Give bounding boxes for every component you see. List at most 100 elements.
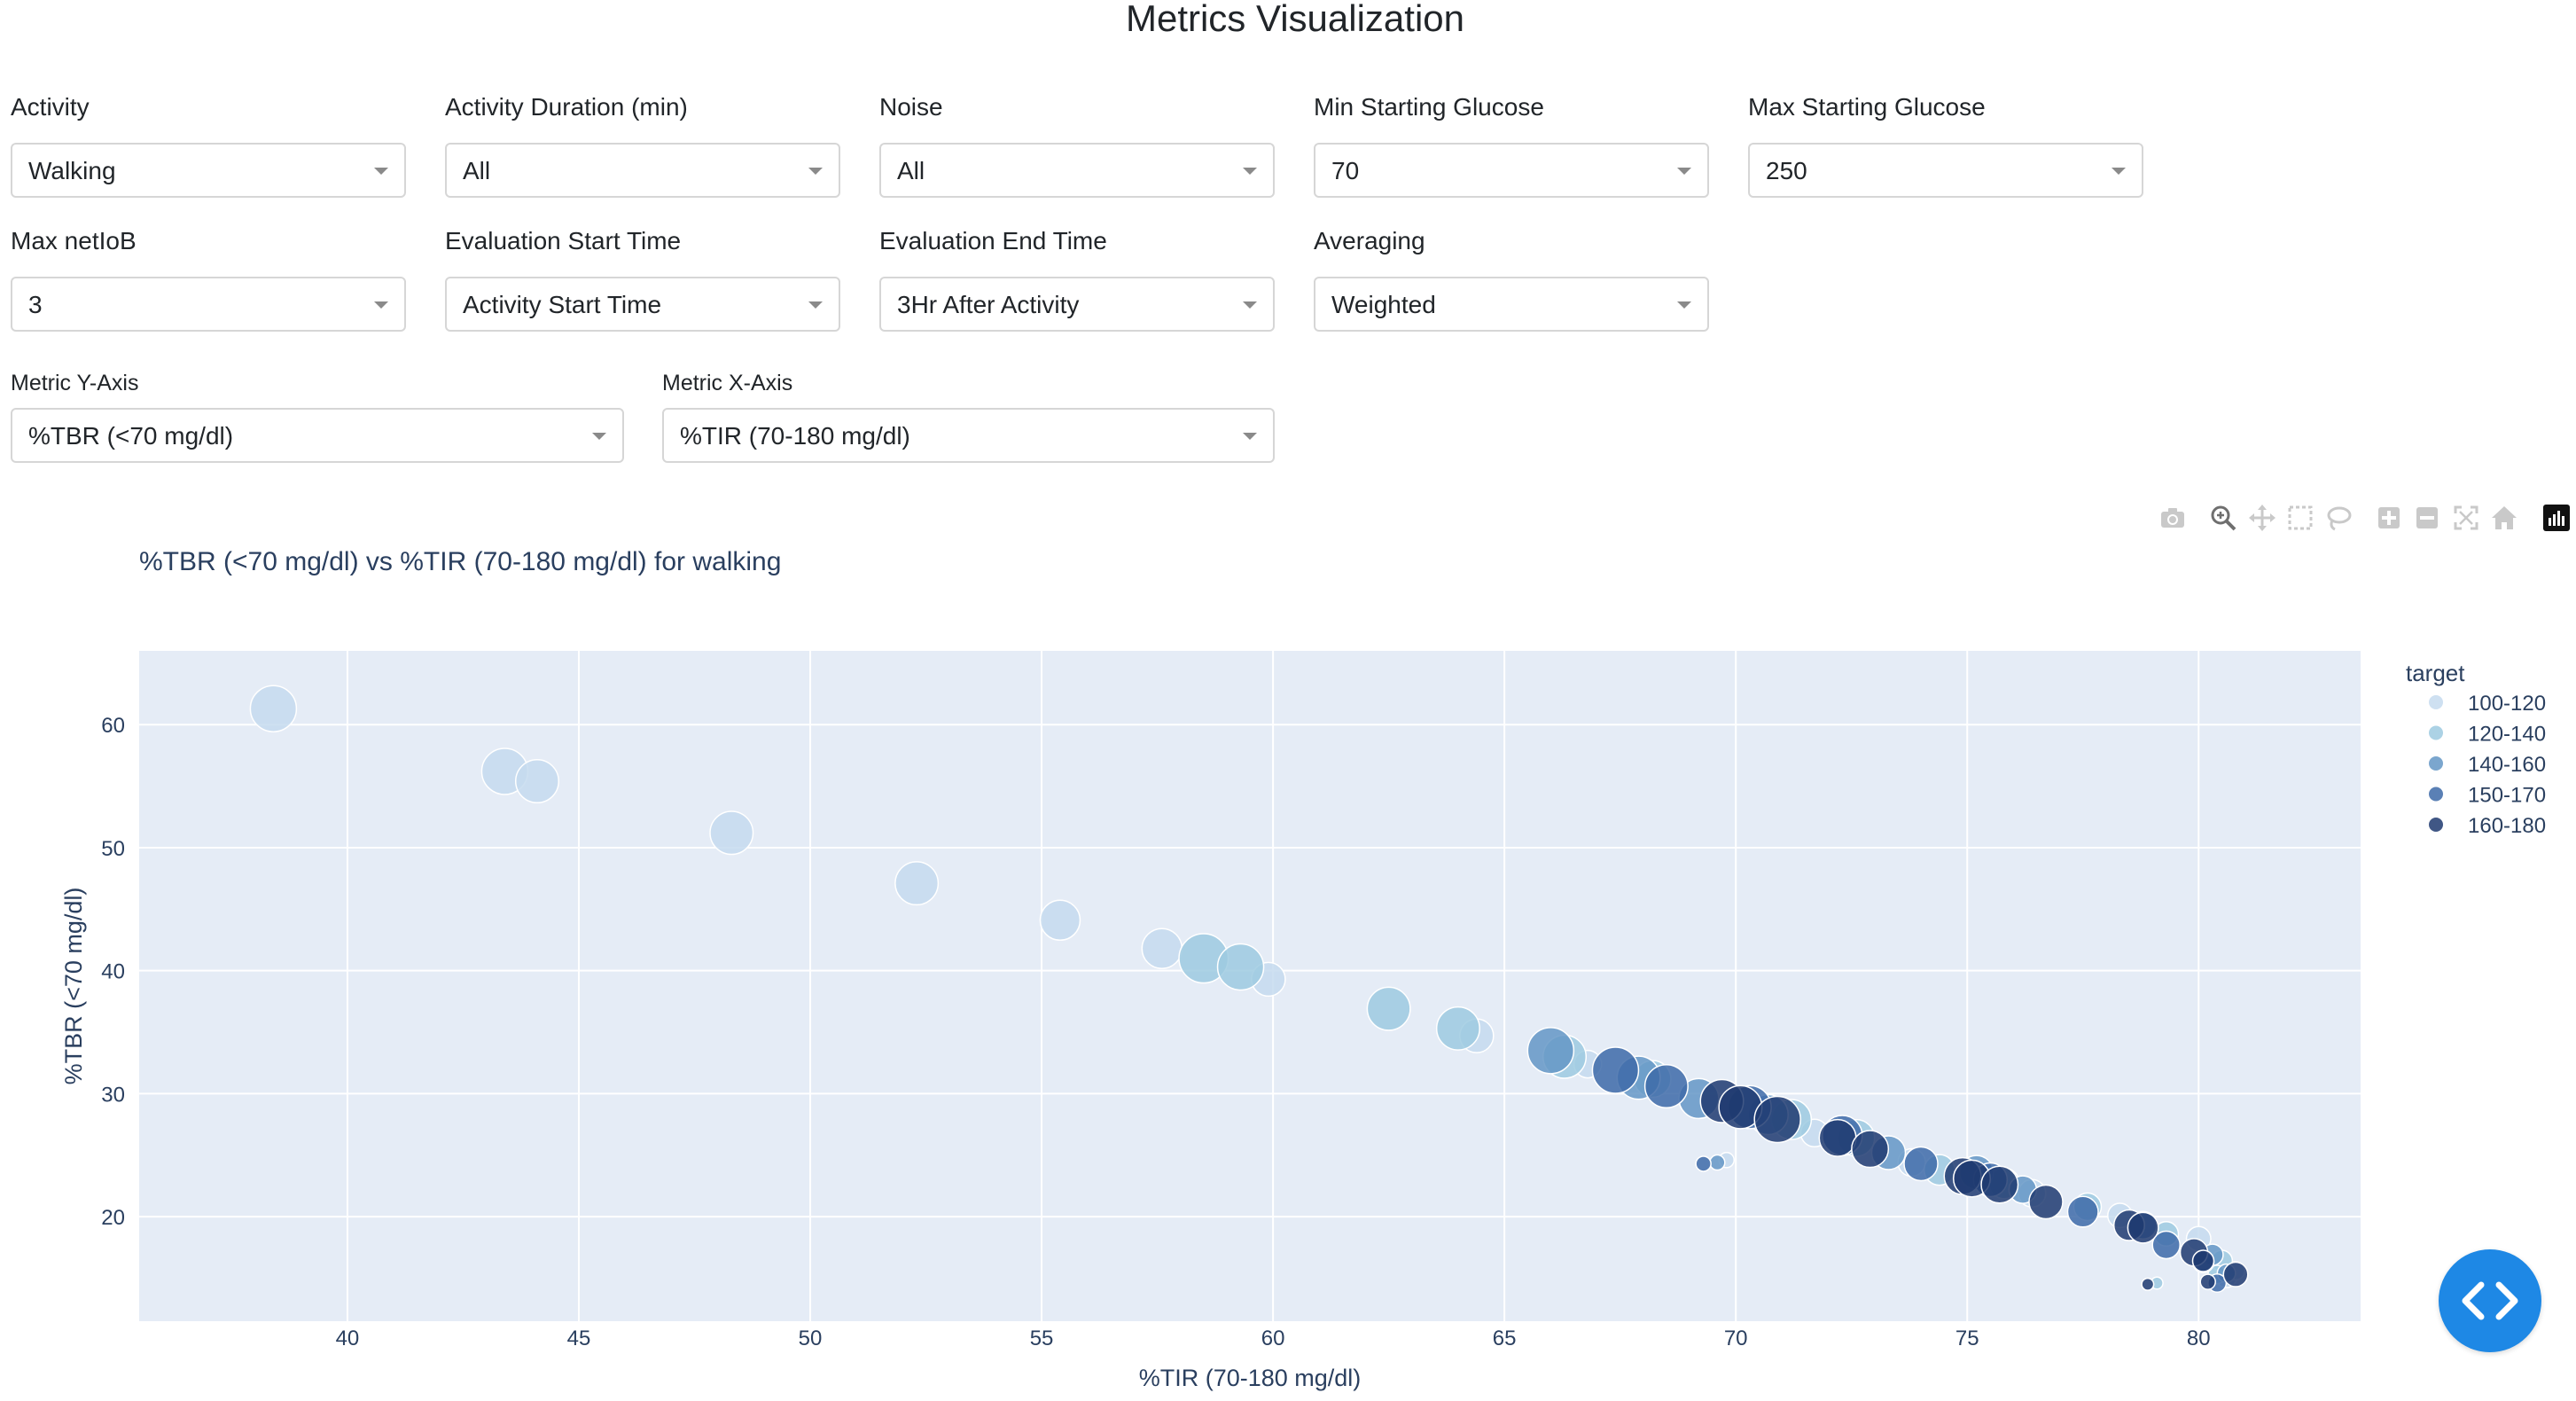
legend-item-160-180[interactable]: 160-180 [2429,814,2546,838]
min-glucose-label: Min Starting Glucose [1314,93,1544,121]
scatter-point-140-160[interactable] [1709,1154,1726,1171]
autoscale-icon[interactable] [2452,504,2480,532]
min-glucose-dropdown[interactable]: 70 [1314,143,1709,198]
scatter-point-100-120[interactable] [514,759,559,804]
duration-dropdown[interactable]: All [445,143,840,198]
metric-x-label: Metric X-Axis [662,371,793,395]
metric-x-value: %TIR (70-180 mg/dl) [680,422,910,450]
averaging-dropdown[interactable]: Weighted [1314,277,1709,332]
averaging-label: Averaging [1314,227,1425,254]
scatter-point-160-180[interactable] [2191,1249,2215,1272]
y-tick-label: 30 [101,1083,125,1107]
y-tick-label: 40 [101,960,125,984]
y-tick-label: 60 [101,714,125,738]
duration-label: Activity Duration (min) [445,93,688,121]
scatter-point-100-120[interactable] [1039,899,1081,942]
scatter-point-150-170[interactable] [1591,1046,1640,1094]
legend-label: 140-160 [2468,753,2546,777]
caret-down-icon [592,433,606,440]
legend-item-120-140[interactable]: 120-140 [2429,723,2546,747]
activity-label: Activity [11,93,90,121]
legend-item-140-160[interactable]: 140-160 [2429,753,2546,777]
scatter-point-160-180[interactable] [2199,1273,2216,1290]
box-select-icon[interactable] [2286,504,2314,532]
caret-down-icon [2112,168,2126,175]
activity-value: Walking [28,157,116,184]
scatter-point-160-180[interactable] [2127,1211,2159,1244]
caret-down-icon [1243,433,1257,440]
caret-down-icon [374,168,388,175]
x-tick-label: 50 [799,1327,823,1350]
scatter-point-160-180[interactable] [1818,1118,1857,1157]
eval-start-dropdown[interactable]: Activity Start Time [445,277,840,332]
scatter-point-120-140[interactable] [1366,986,1411,1031]
scatter-point-100-120[interactable] [894,861,940,906]
reset-axes-icon[interactable] [2490,504,2518,532]
legend-item-100-120[interactable]: 100-120 [2429,692,2546,716]
x-tick-label: 40 [336,1327,360,1350]
x-tick-label: 60 [1261,1327,1285,1350]
legend: target 100-120 120-140 140-160 150-170 160-1… [2406,660,2546,838]
activity-dropdown[interactable]: Walking [11,143,406,198]
eval-end-label: Evaluation End Time [879,227,1107,254]
scatter-point-100-120[interactable] [709,810,754,856]
noise-label: Noise [879,93,943,121]
eval-start-value: Activity Start Time [463,291,662,318]
metric-y-filter: Metric Y-Axis %TBR (<70 mg/dl) [11,369,624,466]
x-tick-label: 55 [1030,1327,1054,1350]
scatter-point-150-170[interactable] [2151,1230,2181,1260]
x-tick-label: 70 [1724,1327,1748,1350]
code-brackets-icon [2462,1281,2518,1320]
caret-down-icon [808,301,823,309]
camera-icon[interactable] [2158,504,2187,532]
noise-filter: Noise All [879,93,1275,200]
x-tick-label: 80 [2187,1327,2211,1350]
y-axis-label: %TBR (<70 mg/dl) [60,888,87,1085]
zoom-in-icon[interactable] [2375,504,2403,532]
scatter-point-100-120[interactable] [1141,927,1183,969]
metric-x-dropdown[interactable]: %TIR (70-180 mg/dl) [662,408,1275,463]
scatter-point-100-120[interactable] [249,685,298,732]
max-netiob-label: Max netIoB [11,227,137,254]
legend-label: 150-170 [2468,784,2546,808]
scatter-point-160-180[interactable] [1851,1130,1890,1169]
noise-value: All [897,157,925,184]
scatter-point-140-160[interactable] [1526,1027,1575,1075]
plotly-logo-icon[interactable] [2542,504,2571,532]
scatter-point-120-140[interactable] [1435,1006,1480,1051]
scatter-point-150-170[interactable] [2066,1195,2099,1228]
chart-title: %TBR (<70 mg/dl) vs %TIR (70-180 mg/dl) … [139,547,781,576]
x-axis-label: %TIR (70-180 mg/dl) [1139,1365,1362,1391]
averaging-filter: Averaging Weighted [1314,227,1709,333]
max-netiob-value: 3 [28,291,43,318]
zoom-out-icon[interactable] [2413,504,2441,532]
legend-label: 100-120 [2468,692,2546,716]
noise-dropdown[interactable]: All [879,143,1275,198]
scatter-point-120-140[interactable] [1216,943,1265,991]
scatter-point-160-180[interactable] [1980,1165,2019,1204]
zoom-icon[interactable] [2209,504,2237,532]
y-tick-label: 50 [101,837,125,861]
metric-y-value: %TBR (<70 mg/dl) [28,422,234,450]
max-glucose-dropdown[interactable]: 250 [1748,143,2143,198]
legend-marker-icon [2429,756,2443,771]
max-glucose-filter: Max Starting Glucose 250 [1748,93,2143,200]
scatter-point-160-180[interactable] [2222,1261,2249,1288]
pan-icon[interactable] [2248,504,2276,532]
max-netiob-dropdown[interactable]: 3 [11,277,406,332]
metric-y-dropdown[interactable]: %TBR (<70 mg/dl) [11,408,624,463]
scatter-point-160-180[interactable] [2141,1277,2155,1291]
x-tick-label: 45 [567,1327,591,1350]
scatter-point-160-180[interactable] [1753,1095,1801,1144]
legend-marker-icon [2429,818,2443,832]
scatter-point-150-170[interactable] [1903,1146,1939,1182]
scatter-point-150-170[interactable] [1695,1155,1712,1172]
scatter-point-160-180[interactable] [2028,1184,2064,1220]
legend-item-150-170[interactable]: 150-170 [2429,784,2546,808]
legend-marker-icon [2429,787,2443,802]
caret-down-icon [1243,168,1257,175]
lasso-select-icon[interactable] [2324,504,2353,532]
code-toggle-button[interactable] [2439,1249,2541,1352]
eval-end-dropdown[interactable]: 3Hr After Activity [879,277,1275,332]
scatter-point-150-170[interactable] [1643,1064,1689,1109]
